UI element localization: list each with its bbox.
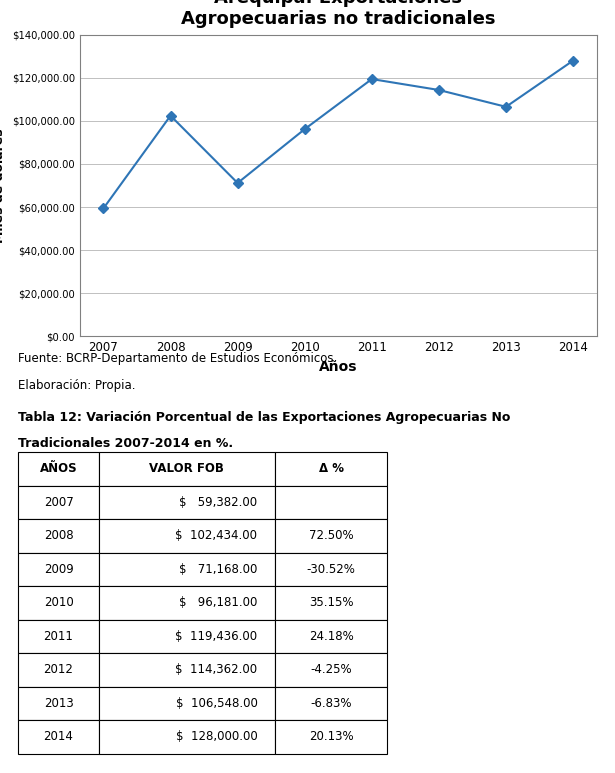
Y-axis label: Miles de dolares: Miles de dolares: [0, 128, 6, 243]
X-axis label: Años: Años: [319, 359, 357, 373]
Text: Tabla 12: Variación Porcentual de las Exportaciones Agropecuarias No: Tabla 12: Variación Porcentual de las Ex…: [18, 411, 511, 424]
Text: Elaboración: Propia.: Elaboración: Propia.: [18, 379, 136, 392]
Title: Arequipa: Exportaciones
Agropecuarias no tradicionales: Arequipa: Exportaciones Agropecuarias no…: [181, 0, 496, 28]
Text: Fuente: BCRP-Departamento de Estudios Económicos: Fuente: BCRP-Departamento de Estudios Ec…: [18, 352, 334, 365]
Text: Tradicionales 2007-2014 en %.: Tradicionales 2007-2014 en %.: [18, 437, 234, 450]
